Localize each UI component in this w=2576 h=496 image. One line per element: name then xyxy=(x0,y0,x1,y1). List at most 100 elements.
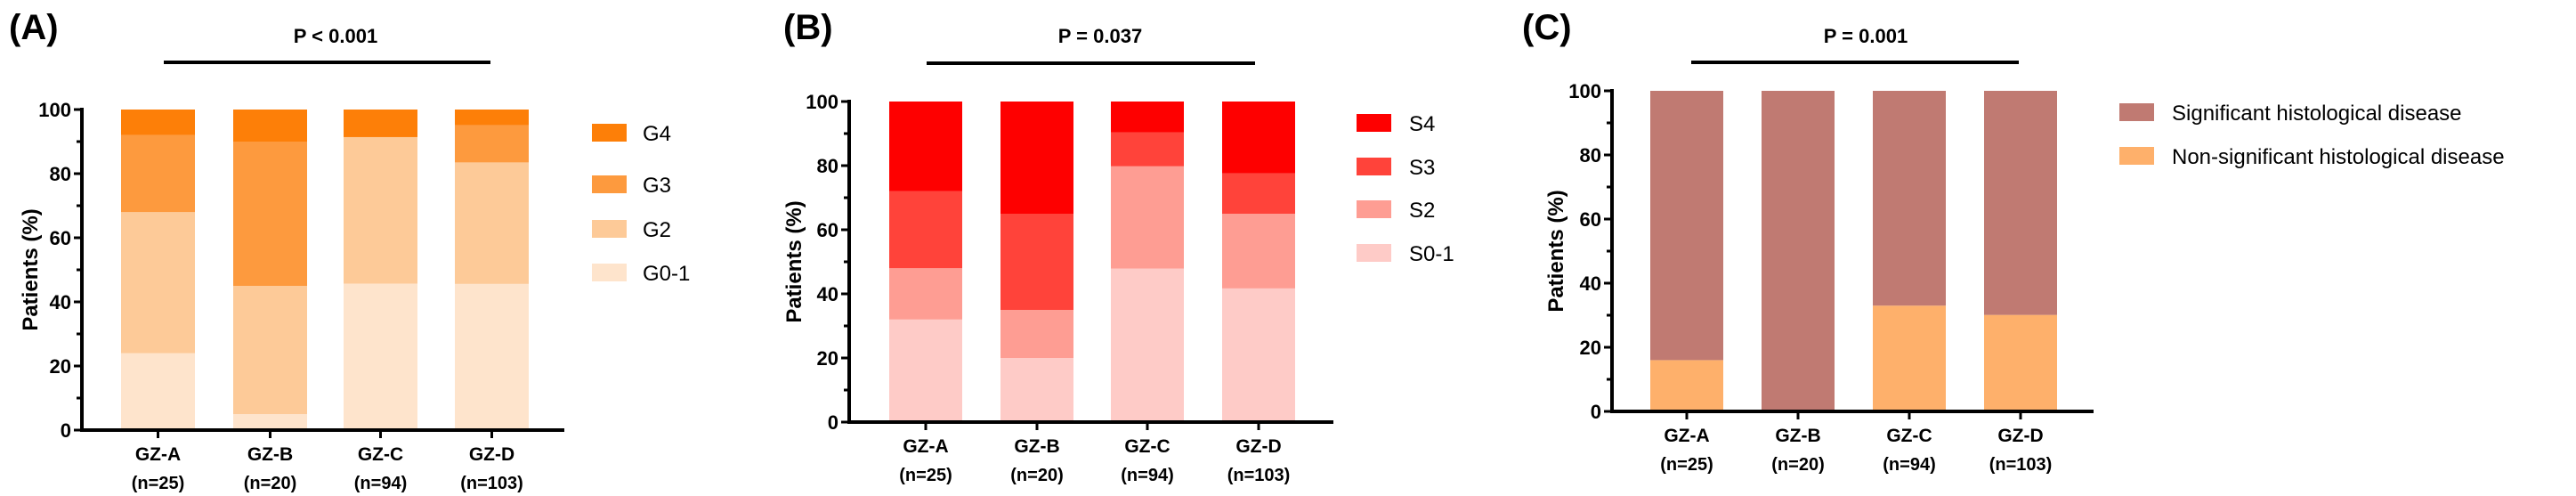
bar-segment-gz-d-significant-histological-disease xyxy=(1984,91,2057,315)
legend-label: G0-1 xyxy=(643,262,690,286)
x-tick-label: GZ-C xyxy=(1886,426,1932,446)
legend-label: S0-1 xyxy=(1409,242,1454,266)
bar-segment-gz-c-non-significant-histological-disease xyxy=(1873,305,1946,411)
x-tick-n-label: (n=20) xyxy=(1010,466,1063,485)
y-tick-label: 100 xyxy=(38,99,71,121)
bar-segment-gz-d-g3 xyxy=(455,125,529,163)
p-value: P = 0.001 xyxy=(1824,25,1908,47)
bar-segment-gz-d-s4 xyxy=(1222,102,1295,174)
y-tick-label: 60 xyxy=(1580,208,1601,231)
legend-label: S2 xyxy=(1409,199,1435,223)
x-tick-label: GZ-A xyxy=(135,444,181,465)
panel-label: (C) xyxy=(1522,8,1572,47)
x-tick-n-label: (n=25) xyxy=(899,466,952,485)
bar-segment-gz-d-s2 xyxy=(1222,214,1295,289)
legend-label: Significant histological disease xyxy=(2172,102,2462,126)
legend-swatch xyxy=(592,124,627,142)
legend-swatch xyxy=(592,220,627,238)
panel-label: (B) xyxy=(783,8,833,47)
bar-segment-gz-c-g4 xyxy=(344,110,417,137)
bar-segment-gz-a-g0-1 xyxy=(121,353,195,430)
x-tick-n-label: (n=94) xyxy=(1883,455,1935,475)
bar-segment-gz-b-s2 xyxy=(1000,310,1073,358)
legend-label: G3 xyxy=(643,174,671,198)
bar-segment-gz-b-g0-1 xyxy=(233,414,307,430)
y-tick-label: 0 xyxy=(828,411,838,434)
x-tick-n-label: (n=25) xyxy=(1660,455,1713,475)
panel-label: (A) xyxy=(9,8,59,47)
x-tick-n-label: (n=20) xyxy=(244,474,296,493)
bar-segment-gz-b-s3 xyxy=(1000,214,1073,310)
legend-label: S3 xyxy=(1409,156,1435,180)
y-tick-label: 80 xyxy=(50,163,71,185)
x-tick-label: GZ-B xyxy=(1775,426,1820,446)
legend-label: Non-significant histological disease xyxy=(2172,145,2505,169)
y-tick-label: 20 xyxy=(1580,337,1601,359)
bar-segment-gz-c-s4 xyxy=(1111,102,1184,133)
y-tick-label: 60 xyxy=(50,227,71,249)
bar-segment-gz-d-s0-1 xyxy=(1222,288,1295,422)
x-tick-label: GZ-A xyxy=(1664,426,1709,446)
bar-segment-gz-a-g2 xyxy=(121,212,195,354)
panel-b: (B) P = 0.037 0 20 40 60 80 100 Patients (%) GZ-A… xyxy=(782,8,1454,485)
y-tick-label: 100 xyxy=(1568,80,1601,102)
p-value: P < 0.001 xyxy=(294,25,377,47)
y-tick-label: 20 xyxy=(817,347,838,370)
bar-segment-gz-c-s3 xyxy=(1111,132,1184,167)
bar-segment-gz-b-g4 xyxy=(233,110,307,142)
x-tick-label: GZ-D xyxy=(1997,426,2043,446)
y-axis-label: Patients (%) xyxy=(1544,190,1568,312)
legend-label: G4 xyxy=(643,122,671,146)
y-tick-label: 20 xyxy=(50,355,71,378)
bar-segment-gz-a-s0-1 xyxy=(889,319,962,422)
legend-swatch xyxy=(592,175,627,193)
bar-segment-gz-d-g2 xyxy=(455,162,529,284)
bar-segment-gz-b-s4 xyxy=(1000,102,1073,214)
y-tick-label: 60 xyxy=(817,219,838,241)
panel-a: (A) P < 0.001 0 20 40 60 80 100 Patients (%) GZ-A… xyxy=(9,8,690,493)
x-tick-label: GZ-C xyxy=(1124,436,1170,457)
x-tick-n-label: (n=103) xyxy=(460,474,523,493)
x-tick-n-label: (n=94) xyxy=(354,474,407,493)
bar-segment-gz-a-s2 xyxy=(889,268,962,320)
legend-swatch xyxy=(1357,200,1391,218)
x-tick-label: GZ-D xyxy=(469,444,514,465)
bar-segment-gz-c-s0-1 xyxy=(1111,268,1184,422)
bar-segment-gz-c-g0-1 xyxy=(344,283,417,430)
panel-c: (C) P = 0.001 0 20 40 60 80 100 Patients (%) GZ-A… xyxy=(1522,8,2505,475)
bar-segment-gz-d-s3 xyxy=(1222,173,1295,214)
y-axis-label: Patients (%) xyxy=(19,208,43,330)
x-tick-n-label: (n=25) xyxy=(132,474,184,493)
x-tick-label: GZ-B xyxy=(1014,436,1059,457)
x-tick-label: GZ-A xyxy=(903,436,948,457)
y-tick-label: 0 xyxy=(61,419,71,442)
y-tick-label: 100 xyxy=(806,91,838,113)
bar-segment-gz-a-non-significant-histological-disease xyxy=(1650,360,1723,411)
legend-swatch xyxy=(1357,244,1391,262)
bar-segment-gz-b-g2 xyxy=(233,286,307,414)
legend-label: S4 xyxy=(1409,112,1435,136)
x-tick-n-label: (n=94) xyxy=(1121,466,1173,485)
x-tick-n-label: (n=103) xyxy=(1227,466,1291,485)
y-axis-label: Patients (%) xyxy=(782,200,806,322)
x-tick-n-label: (n=103) xyxy=(1989,455,2053,475)
x-tick-n-label: (n=20) xyxy=(1771,455,1824,475)
legend-swatch xyxy=(1357,114,1391,132)
bar-segment-gz-d-g0-1 xyxy=(455,283,529,430)
bar-segment-gz-b-s0-1 xyxy=(1000,358,1073,422)
y-tick-label: 80 xyxy=(1580,144,1601,167)
bar-segment-gz-b-significant-histological-disease xyxy=(1762,91,1835,411)
legend-label: G2 xyxy=(643,218,671,242)
bar-segment-gz-d-non-significant-histological-disease xyxy=(1984,314,2057,411)
y-tick-label: 40 xyxy=(50,291,71,313)
bar-segment-gz-d-g4 xyxy=(455,110,529,126)
x-tick-label: GZ-C xyxy=(358,444,403,465)
legend-swatch xyxy=(592,264,627,281)
bar-segment-gz-a-s3 xyxy=(889,191,962,269)
legend-swatch xyxy=(2119,147,2154,165)
y-tick-label: 40 xyxy=(1580,272,1601,295)
legend-swatch xyxy=(1357,158,1391,175)
y-tick-label: 40 xyxy=(817,283,838,305)
y-tick-label: 80 xyxy=(817,155,838,177)
